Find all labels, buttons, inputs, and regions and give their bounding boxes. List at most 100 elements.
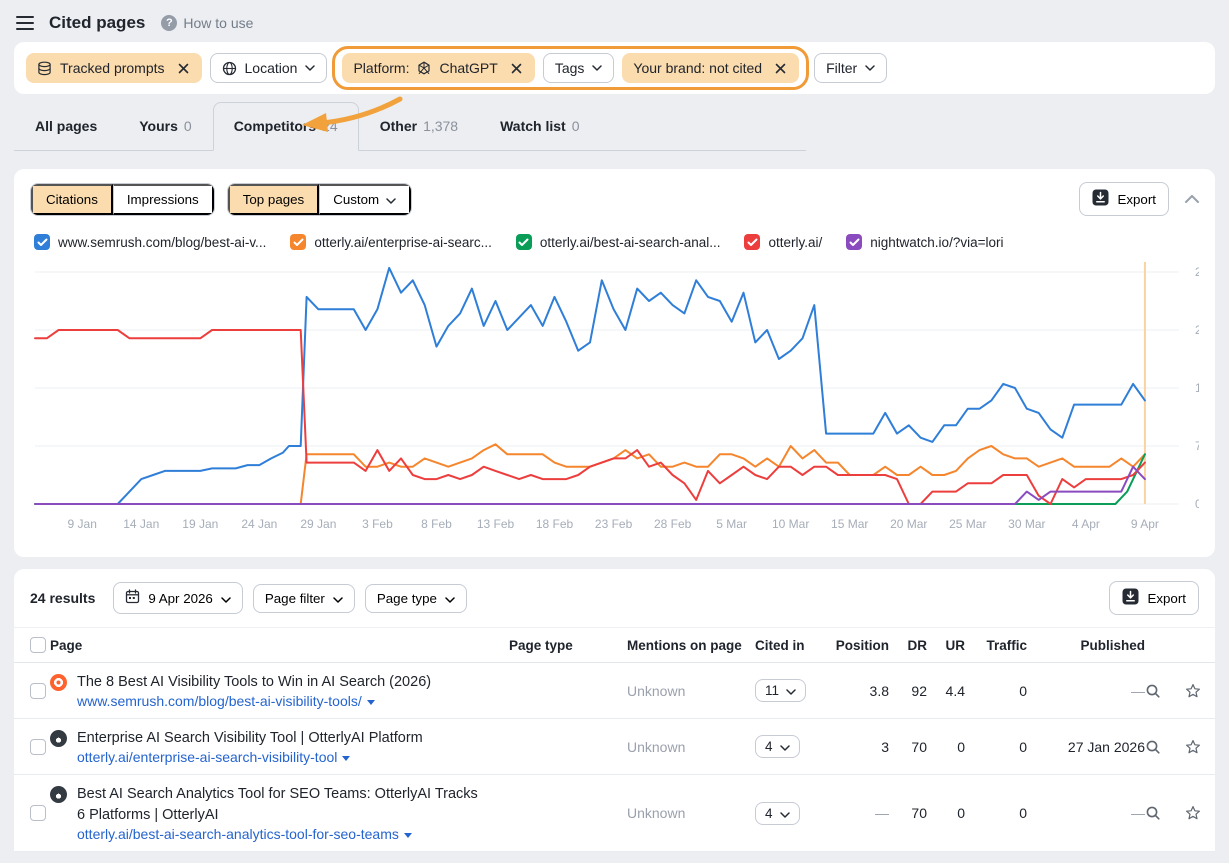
cited-in-dropdown[interactable]: 4 [755,801,800,825]
tab-all-pages[interactable]: All pages [35,118,98,134]
annotation-highlight-ring: Platform: ChatGPT Tags Your brand: not cite… [332,46,810,90]
page-url-link[interactable]: otterly.ai/enterprise-ai-search-visibili… [77,749,351,765]
menu-icon[interactable] [16,16,34,30]
x-axis-label: 5 Mar [716,517,747,531]
chevron-down-icon [779,739,790,754]
row-checkbox[interactable] [30,805,46,822]
chart-export-button[interactable]: Export [1079,182,1169,216]
legend-item-otterly-ai-enterprise-ai-searc[interactable]: otterly.ai/enterprise-ai-searc... [290,234,492,250]
chevron-down-icon [305,65,316,71]
chip-label: Tracked prompts [60,60,165,76]
chip-tags[interactable]: Tags [542,53,615,83]
col-mentions: Mentions on page [627,637,742,653]
cited-in-dropdown[interactable]: 4 [755,735,800,759]
date-dropdown[interactable]: 9 Apr 2026 [113,582,243,614]
legend-item-www-semrush-com-blog-best-ai-v[interactable]: www.semrush.com/blog/best-ai-v... [34,234,266,250]
y-axis-label: 28 [1195,265,1199,279]
tab-yours[interactable]: Yours 0 [139,118,192,134]
cell-published: — [1131,805,1145,822]
cell-ur: 0 [957,805,965,822]
chevron-down-icon [786,683,796,698]
cell-position: 3.8 [869,682,889,699]
page-cell: Enterprise AI Search Visibility Tool | O… [50,728,509,765]
cell-traffic: 0 [1019,805,1027,822]
x-axis-label: 9 Jan [68,517,97,531]
col-dr: DR [907,637,928,653]
collapse-chevron-up-icon[interactable] [1185,195,1199,203]
x-axis-label: 23 Feb [595,517,633,531]
table-header: Page Page type Mentions on page Cited in Pos… [14,627,1215,663]
tab-competitors[interactable]: Competitors 24 [212,102,359,151]
caret-down-icon [403,832,412,838]
x-axis-label: 19 Jan [182,517,218,531]
inspect-search-icon[interactable] [1145,739,1161,755]
chip-label: Platform: [353,60,410,76]
y-axis-label: 0 [1195,497,1199,511]
chip-platform-chatgpt[interactable]: Platform: ChatGPT [342,53,535,83]
cell-position: — [875,805,889,822]
toggle-citations[interactable]: Citations [31,183,113,215]
page-url-link[interactable]: otterly.ai/best-ai-search-analytics-tool… [77,826,412,842]
page-type-dropdown[interactable]: Page type [364,583,467,613]
page-url-link[interactable]: www.semrush.com/blog/best-ai-visibility-… [77,693,375,709]
x-axis-label: 20 Mar [890,517,927,531]
remove-filter-icon[interactable] [773,61,788,76]
x-axis-label: 29 Jan [300,517,336,531]
watchlist-star-icon[interactable] [1185,683,1201,699]
chip-your-brand-not-cited[interactable]: Your brand: not cited [622,53,800,83]
watchlist-star-icon[interactable] [1185,739,1201,755]
row-checkbox[interactable] [30,682,46,699]
tab-watch-list[interactable]: Watch list 0 [500,118,580,134]
series-checkbox[interactable] [290,234,307,250]
legend-item-otterly-ai[interactable]: otterly.ai/ [744,234,822,250]
series-checkbox[interactable] [846,234,863,250]
x-axis-label: 24 Jan [241,517,277,531]
watchlist-star-icon[interactable] [1185,805,1201,821]
chevron-down-icon [221,591,231,606]
chip-filter[interactable]: Filter [814,53,888,83]
caret-down-icon [342,755,351,761]
page-filter-dropdown[interactable]: Page filter [252,583,355,613]
semrush-favicon-icon [50,674,67,691]
inspect-search-icon[interactable] [1145,805,1161,821]
results-export-button[interactable]: Export [1109,581,1199,615]
toggle-custom[interactable]: Custom [319,183,412,215]
chart-legend: www.semrush.com/blog/best-ai-v... otterly… [34,234,1199,250]
series-checkbox[interactable] [34,234,50,250]
legend-item-nightwatch-io-via-lori[interactable]: nightwatch.io/?via=lori [846,234,1003,250]
row-checkbox[interactable] [30,738,46,755]
cited-in-dropdown[interactable]: 11 [755,679,807,702]
chip-tracked-prompts[interactable]: Tracked prompts [26,53,202,83]
chevron-down-icon [779,806,790,821]
cell-ur: 4.4 [945,682,965,699]
chevron-down-icon [592,65,603,71]
toggle-top-pages[interactable]: Top pages [227,183,320,215]
x-axis-label: 25 Mar [949,517,986,531]
chip-location[interactable]: Location [209,53,328,83]
series-checkbox[interactable] [515,234,532,250]
x-axis-label: 30 Mar [1008,517,1045,531]
globe-icon [222,61,237,76]
chip-label: Location [244,60,298,76]
col-traffic: Traffic [986,637,1027,653]
page-title-text: Best AI Search Analytics Tool for SEO Te… [77,786,478,824]
toggle-impressions[interactable]: Impressions [112,183,214,215]
x-axis-label: 15 Mar [831,517,868,531]
legend-label: www.semrush.com/blog/best-ai-v... [58,234,267,250]
cell-position: 3 [881,738,889,755]
series-checkbox[interactable] [744,234,761,250]
table-row: Best AI Search Analytics Tool for SEO Te… [14,775,1215,853]
select-all-checkbox[interactable] [30,637,46,653]
inspect-search-icon[interactable] [1145,683,1161,699]
x-axis-label: 13 Feb [477,517,515,531]
remove-filter-icon[interactable] [176,61,191,76]
y-axis-label: 14 [1195,381,1199,395]
cell-mentions: Unknown [627,682,686,699]
tab-count: 24 [322,118,338,134]
legend-item-otterly-ai-best-ai-search-anal[interactable]: otterly.ai/best-ai-search-anal... [515,234,720,250]
tab-other[interactable]: Other 1,378 [379,118,459,134]
how-to-use-link[interactable]: ? How to use [161,15,253,31]
remove-filter-icon[interactable] [509,61,524,76]
help-icon: ? [161,15,178,31]
tab-count: 1,378 [423,118,459,134]
